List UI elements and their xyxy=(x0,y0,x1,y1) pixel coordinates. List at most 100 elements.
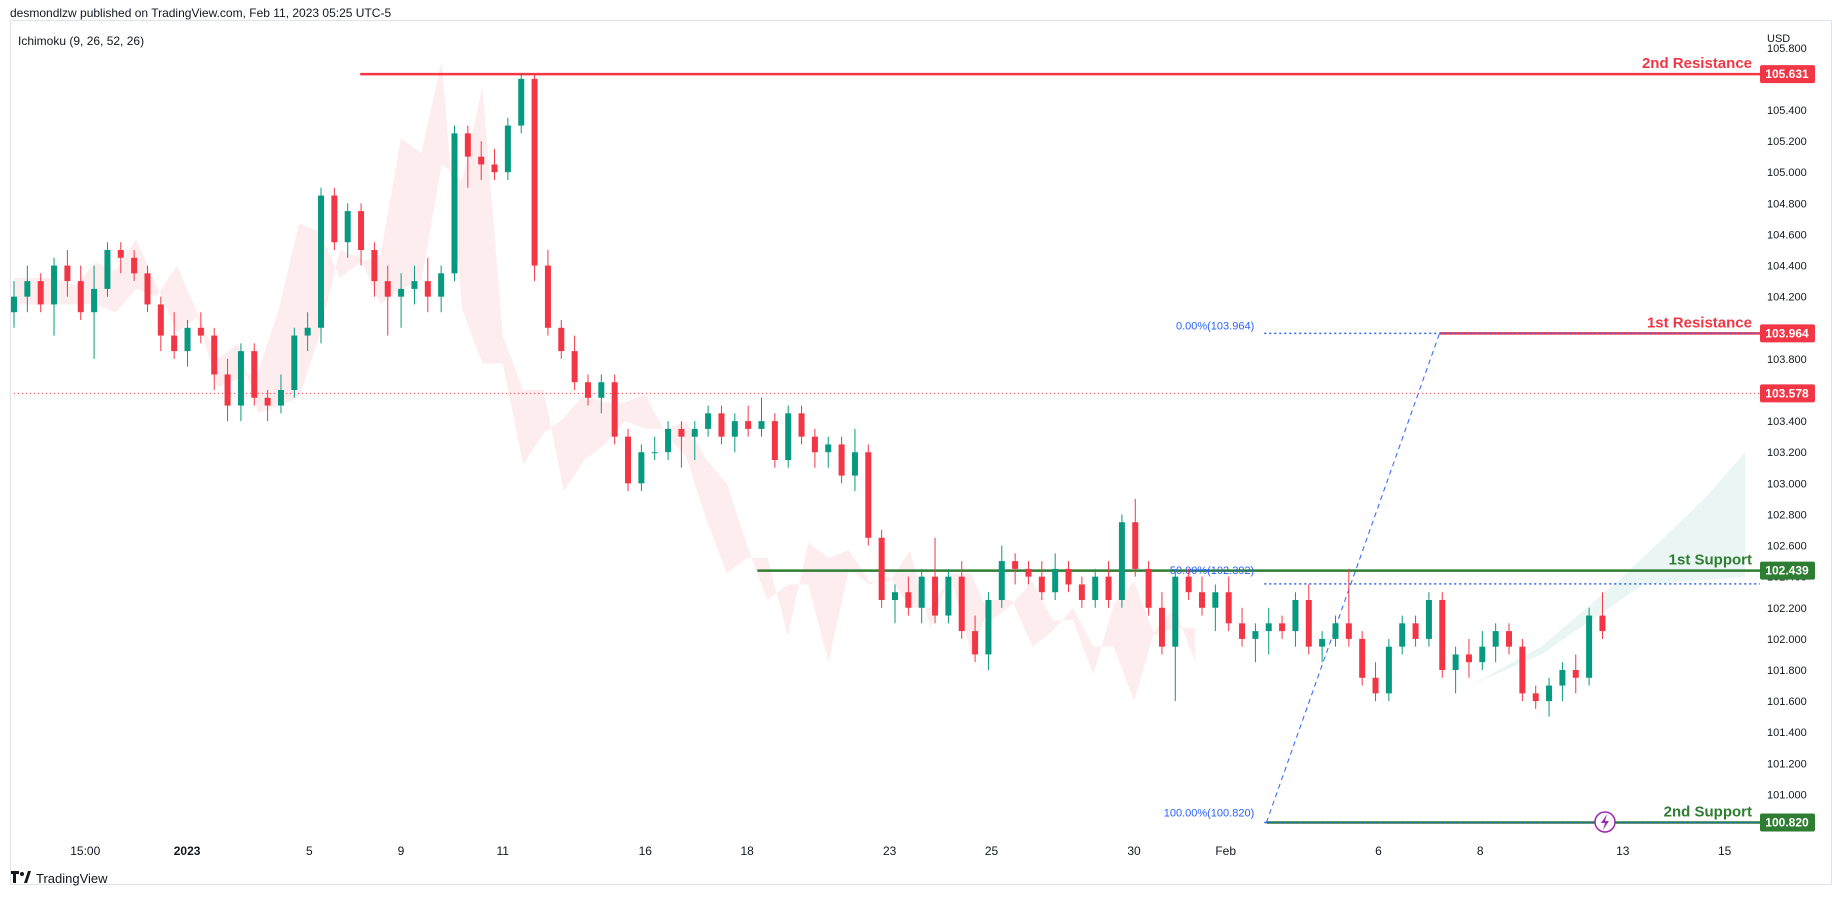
candle xyxy=(211,327,218,390)
candle xyxy=(1519,638,1526,702)
candle xyxy=(1172,568,1179,702)
candle xyxy=(1105,561,1112,608)
candle-body xyxy=(1292,600,1299,632)
candle-body xyxy=(384,281,391,297)
candle xyxy=(1065,561,1072,593)
level-price-tag xyxy=(1760,561,1815,580)
candle xyxy=(1385,638,1392,702)
candle-body xyxy=(11,296,17,313)
candle xyxy=(1198,576,1205,616)
candle-body xyxy=(171,335,178,352)
time-tick: 8 xyxy=(1477,844,1484,858)
candle xyxy=(745,405,752,437)
candle-body xyxy=(1452,654,1459,670)
candle-body xyxy=(745,421,752,429)
candle xyxy=(1132,498,1139,577)
candle xyxy=(318,187,325,344)
candle-body xyxy=(678,428,685,437)
level-label: 2nd Resistance xyxy=(1642,55,1752,72)
time-tick: 11 xyxy=(497,844,510,858)
candle-body xyxy=(1372,677,1379,694)
tradingview-logo-icon xyxy=(10,870,32,887)
candle xyxy=(718,405,725,445)
candle xyxy=(891,584,898,624)
candle xyxy=(571,335,578,390)
candle xyxy=(785,405,792,468)
brand-name: TradingView xyxy=(36,871,108,886)
candle xyxy=(37,273,44,313)
candle xyxy=(638,444,645,492)
time-axis: 15:00 2023 5 9 11 16 18 23 25 30 Feb 6 8 13 15 xyxy=(70,844,1731,858)
candle xyxy=(1439,592,1446,678)
candle xyxy=(117,242,124,274)
level-price-tag-text: 103.964 xyxy=(1765,326,1809,340)
candle xyxy=(277,374,284,414)
fib-trend-line[interactable] xyxy=(1265,333,1441,823)
candlestick-series xyxy=(11,74,1606,717)
candle xyxy=(811,428,818,468)
currency-label: USD xyxy=(1767,33,1791,45)
candle xyxy=(584,374,591,406)
candle xyxy=(625,428,632,492)
candle-body xyxy=(318,195,325,328)
candle xyxy=(384,265,391,336)
candle-body xyxy=(331,195,338,243)
candle xyxy=(424,257,431,313)
candle-body xyxy=(945,576,952,616)
candle xyxy=(1225,576,1232,632)
price-tick: 105.800 xyxy=(1767,43,1807,55)
candle-body xyxy=(1172,576,1179,647)
candle xyxy=(64,250,71,297)
candle xyxy=(1465,638,1472,678)
candle xyxy=(1212,584,1219,632)
price-tick: 104.200 xyxy=(1767,292,1807,304)
candle-body xyxy=(37,281,44,305)
candle-body xyxy=(518,78,525,126)
bullish-cloud xyxy=(1470,452,1745,686)
candle xyxy=(1265,607,1272,655)
price-tick: 102.800 xyxy=(1767,509,1807,521)
price-tags: 105.631 103.964 102.439 100.820 103.578 xyxy=(1760,65,1815,832)
candle-body xyxy=(598,382,605,398)
price-tick: 105.400 xyxy=(1767,105,1807,117)
candle-body xyxy=(1065,568,1072,585)
candle-body xyxy=(718,413,725,437)
candle-body xyxy=(891,592,898,600)
candle-body xyxy=(1025,568,1032,577)
candle xyxy=(932,537,939,624)
candle-body xyxy=(144,273,151,305)
candle xyxy=(905,576,912,616)
candle-body xyxy=(51,265,58,305)
candle-body xyxy=(117,250,124,258)
candle xyxy=(1038,561,1045,600)
candle xyxy=(1572,654,1579,694)
candle xyxy=(1345,568,1352,647)
candle-body xyxy=(691,428,698,437)
candle-body xyxy=(705,413,712,429)
candle xyxy=(224,358,231,422)
candle-body xyxy=(211,335,218,375)
candle xyxy=(918,568,925,624)
candle-body xyxy=(932,576,939,616)
alert-icon[interactable] xyxy=(1594,811,1616,833)
price-axis: 105.800105.600105.400105.200105.000104.8… xyxy=(1767,43,1807,833)
candle xyxy=(411,265,418,305)
candle-body xyxy=(291,335,298,390)
candle-body xyxy=(1559,670,1566,686)
candle xyxy=(771,413,778,468)
candle-body xyxy=(1479,646,1486,663)
candle-body xyxy=(277,390,284,406)
candle xyxy=(985,592,992,670)
candle-body xyxy=(584,382,591,398)
time-tick: 13 xyxy=(1616,844,1630,858)
candle-body xyxy=(464,133,471,157)
indicator-legend[interactable]: Ichimoku (9, 26, 52, 26) xyxy=(18,34,145,48)
fib-level-label: 0.00%(103.964) xyxy=(1176,320,1254,332)
level-price-tag xyxy=(1760,65,1815,84)
candle-body xyxy=(798,413,805,437)
candle-body xyxy=(24,281,31,297)
candle xyxy=(678,421,685,468)
candle-body xyxy=(64,265,71,282)
time-tick: 16 xyxy=(639,844,653,858)
